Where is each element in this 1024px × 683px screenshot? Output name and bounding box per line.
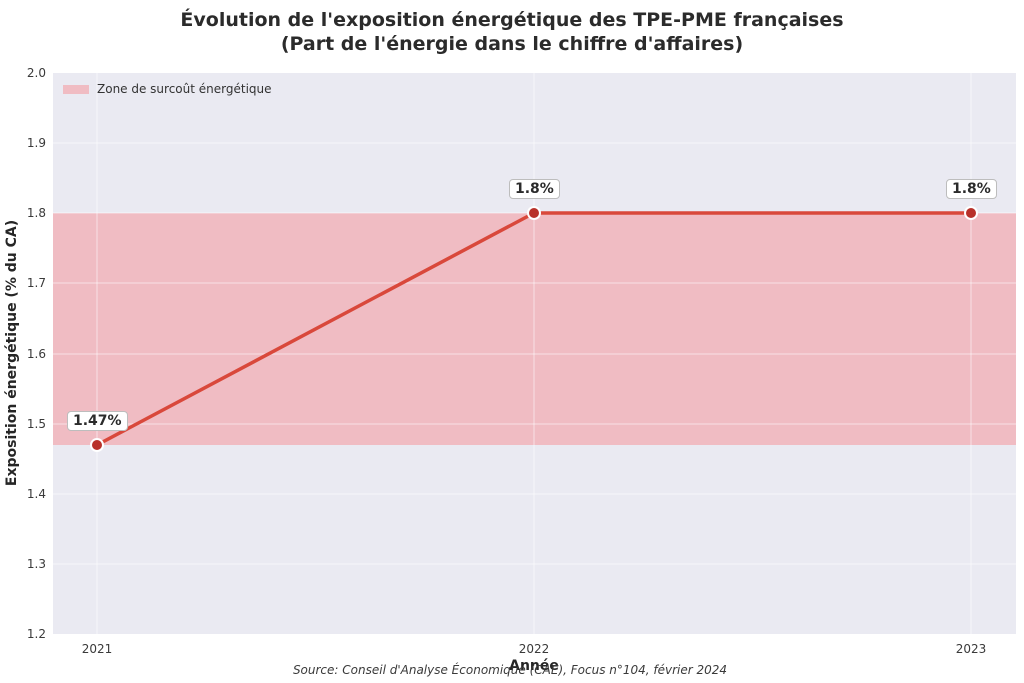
x-tick: 2022 xyxy=(518,642,550,656)
x-axis-label: Année xyxy=(509,658,559,674)
y-tick: 1.3 xyxy=(26,557,46,571)
y-tick: 1.5 xyxy=(26,417,46,431)
x-tick: 2023 xyxy=(955,642,987,656)
data-label-2022: 1.8% xyxy=(509,179,560,199)
y-tick: 1.7 xyxy=(26,276,46,290)
y-tick: 1.9 xyxy=(26,136,46,150)
y-tick: 2.0 xyxy=(26,66,46,80)
y-tick: 1.6 xyxy=(26,347,46,361)
data-label-2023: 1.8% xyxy=(946,179,997,199)
data-point-2022[interactable] xyxy=(527,206,541,220)
y-tick: 1.8 xyxy=(26,206,46,220)
x-tick: 2021 xyxy=(81,642,113,656)
chart-subtitle: (Part de l'énergie dans le chiffre d'aff… xyxy=(280,33,744,55)
legend-label: Zone de surcoût énergétique xyxy=(97,82,272,96)
legend-swatch xyxy=(63,84,89,94)
data-point-2023[interactable] xyxy=(964,206,978,220)
y-axis-label: Exposition énergétique (% du CA) xyxy=(4,219,20,487)
y-tick: 1.2 xyxy=(26,627,46,641)
legend: Zone de surcoût énergétique xyxy=(63,82,272,96)
chart-title-main: Évolution de l'exposition énergétique de… xyxy=(180,9,844,31)
data-label-2021: 1.47% xyxy=(67,411,128,431)
data-point-2021[interactable] xyxy=(90,438,104,452)
chart-title: Évolution de l'exposition énergétique de… xyxy=(0,8,1024,56)
y-tick: 1.4 xyxy=(26,487,46,501)
x-gridlines xyxy=(96,73,972,634)
source-note: Source: Conseil d'Analyse Économique (CA… xyxy=(292,663,728,677)
